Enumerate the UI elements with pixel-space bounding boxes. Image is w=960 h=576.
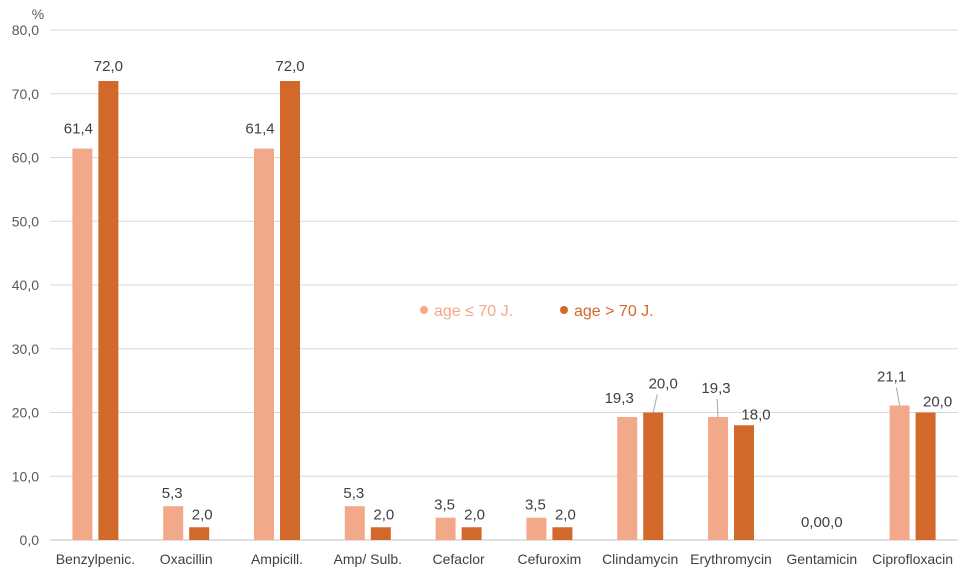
x-category-label: Gentamicin <box>786 551 857 567</box>
data-label: 5,3 <box>343 485 364 502</box>
data-label: 5,3 <box>162 485 183 502</box>
y-tick-label: 30,0 <box>12 341 39 357</box>
bar <box>461 527 482 540</box>
data-label: 20,0 <box>923 394 952 411</box>
bar <box>734 425 754 540</box>
bar <box>708 416 728 540</box>
gridlines <box>50 29 958 541</box>
y-tick-label: 20,0 <box>12 405 39 421</box>
data-label: 3,5 <box>434 497 455 514</box>
x-category-label: Amp/ Sulb. <box>334 551 402 567</box>
y-tick-label: 70,0 <box>12 86 39 102</box>
data-label: 72,0 <box>275 58 304 75</box>
bar <box>344 506 365 540</box>
x-category-label: Benzylpenic. <box>56 551 135 567</box>
data-label: 2,0 <box>192 506 213 523</box>
legend: age ≤ 70 J. age > 70 J. <box>420 303 654 320</box>
bar <box>552 527 573 540</box>
x-category-label: Oxacillin <box>160 551 213 567</box>
bar <box>889 405 910 540</box>
leader-line <box>652 394 658 413</box>
x-category-label: Cefaclor <box>433 551 485 567</box>
x-category-label: Ciprofloxacin <box>872 551 953 567</box>
y-axis-label: % <box>32 6 44 22</box>
bar <box>526 517 547 540</box>
x-category-label: Ampicill. <box>251 551 303 567</box>
bar <box>370 527 391 540</box>
data-label: 2,0 <box>464 506 485 523</box>
data-label: 61,4 <box>64 121 93 138</box>
bar <box>254 148 274 540</box>
bar <box>98 81 119 540</box>
data-label: 21,1 <box>877 368 906 385</box>
y-axis-ticks: 0,0 10,0 20,0 30,0 40,0 50,0 60,0 70,0 80,0 <box>12 22 39 548</box>
data-label: 61,4 <box>245 121 274 138</box>
data-label: 19,3 <box>701 380 730 397</box>
bar <box>72 148 93 540</box>
x-category-label: Erythromycin <box>690 551 772 567</box>
legend-label: age ≤ 70 J. <box>434 303 513 320</box>
leader-line <box>716 398 719 417</box>
data-label: 2,0 <box>555 506 576 523</box>
data-labels: 61,4 72,0 5,3 2,0 61,4 72,0 5,3 2,0 3,5 2,0 3,5 2,0… <box>64 58 952 531</box>
y-tick-label: 40,0 <box>12 277 39 293</box>
data-label: 72,0 <box>94 58 123 75</box>
legend-marker <box>560 306 568 314</box>
legend-label: age > 70 J. <box>574 303 654 320</box>
data-label: 19,3 <box>605 390 634 407</box>
legend-marker <box>420 306 428 314</box>
bar <box>617 416 638 540</box>
bars <box>72 81 936 540</box>
y-tick-label: 50,0 <box>12 213 39 229</box>
bar <box>189 527 210 540</box>
data-label: 2,0 <box>373 506 394 523</box>
data-label: 3,5 <box>525 497 546 514</box>
x-category-label: Cefuroxim <box>518 551 582 567</box>
y-tick-label: 80,0 <box>12 22 39 38</box>
bar <box>643 412 664 540</box>
bar <box>435 517 456 540</box>
data-label: 18,0 <box>741 406 770 423</box>
leader-line <box>895 387 901 406</box>
bar <box>915 412 936 540</box>
y-tick-label: 60,0 <box>12 150 39 166</box>
x-category-label: Clindamycin <box>602 551 678 567</box>
data-label: 0,00,0 <box>801 514 843 531</box>
x-axis-categories: Benzylpenic. Oxacillin Ampicill. Amp/ Sulb.… <box>56 551 953 567</box>
leader-lines <box>652 387 901 417</box>
bar <box>163 506 184 540</box>
y-tick-label: 10,0 <box>12 468 39 484</box>
data-label: 20,0 <box>649 376 678 393</box>
y-tick-label: 0,0 <box>20 532 40 548</box>
bar <box>280 81 300 540</box>
